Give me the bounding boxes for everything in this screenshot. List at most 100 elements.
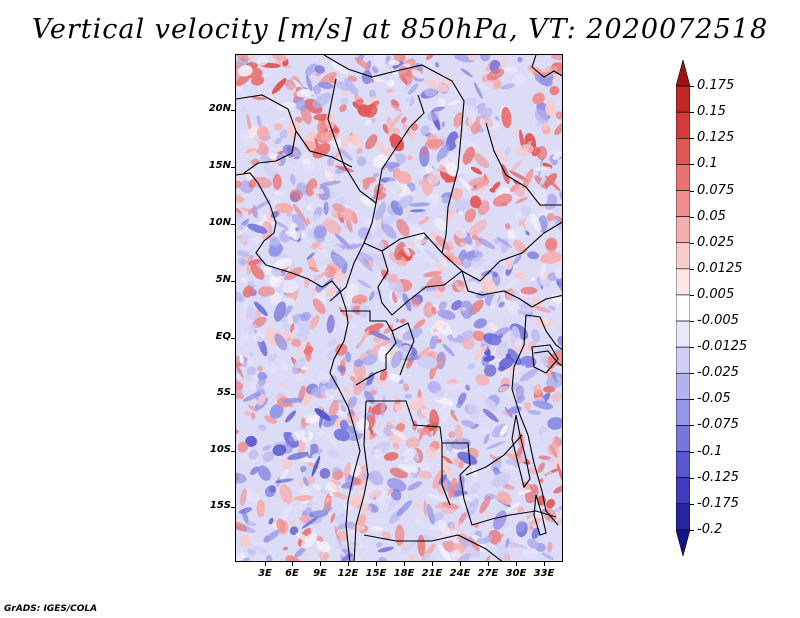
velocity-cell <box>510 365 526 377</box>
velocity-cell <box>375 542 383 548</box>
velocity-cell <box>448 477 458 499</box>
lon-label-18e: 18E <box>393 568 415 579</box>
velocity-cell <box>503 523 509 529</box>
velocity-cell <box>510 538 531 551</box>
velocity-cell <box>370 342 386 357</box>
velocity-cell <box>312 84 321 95</box>
velocity-cell <box>237 250 250 257</box>
velocity-cell <box>330 512 336 524</box>
velocity-cell <box>378 557 388 561</box>
velocity-cell <box>377 241 385 255</box>
velocity-cell <box>335 547 346 557</box>
velocity-cell <box>295 227 299 232</box>
velocity-cell <box>437 519 450 535</box>
velocity-cell <box>519 355 537 368</box>
velocity-cell <box>358 251 374 262</box>
velocity-cell <box>403 383 410 392</box>
velocity-cell <box>299 465 307 473</box>
border-15 <box>525 314 562 351</box>
velocity-cell <box>438 474 447 485</box>
velocity-cell <box>238 507 252 514</box>
velocity-cell <box>508 170 529 182</box>
velocity-cell <box>531 328 540 343</box>
lon-label-6e: 6E <box>285 568 299 579</box>
velocity-cell <box>275 202 294 214</box>
lat-label-10s: 10S <box>209 444 231 455</box>
velocity-cell <box>236 194 245 203</box>
velocity-cell <box>404 393 413 399</box>
velocity-cell <box>318 429 325 437</box>
lon-label-12e: 12E <box>337 568 359 579</box>
velocity-cell <box>236 359 244 379</box>
velocity-cell <box>282 397 303 404</box>
velocity-cell <box>300 89 310 97</box>
velocity-cell <box>541 122 549 131</box>
velocity-cell <box>401 116 407 124</box>
velocity-cell <box>442 538 455 553</box>
velocity-cell <box>280 361 288 371</box>
velocity-cell <box>237 257 247 267</box>
velocity-cell <box>311 241 321 250</box>
velocity-cell <box>394 403 403 412</box>
velocity-cell <box>269 292 282 305</box>
velocity-cell <box>513 225 527 239</box>
border-12 <box>353 400 369 561</box>
velocity-cell <box>314 408 331 421</box>
velocity-cell <box>370 76 388 83</box>
velocity-cell <box>327 337 337 348</box>
velocity-cell <box>301 516 319 529</box>
velocity-cell <box>389 112 403 129</box>
velocity-cell <box>503 501 521 514</box>
velocity-cell <box>325 497 330 503</box>
velocity-cell <box>448 431 456 439</box>
velocity-cell <box>362 176 377 184</box>
velocity-cell <box>236 55 250 63</box>
velocity-cell <box>498 386 511 392</box>
map-title: Vertical velocity [m/s] at 850hPa, VT: 2… <box>31 14 769 45</box>
velocity-cell <box>368 89 377 99</box>
velocity-cell <box>428 80 449 93</box>
lake-tanganyika <box>511 414 531 489</box>
velocity-cell <box>236 521 248 532</box>
velocity-cell <box>534 74 553 87</box>
velocity-cell <box>311 455 321 477</box>
velocity-cell <box>551 391 562 403</box>
velocity-cell <box>345 476 354 491</box>
velocity-cell <box>523 436 532 448</box>
velocity-cell <box>382 123 390 134</box>
colorbar-label: -0.1 <box>697 443 723 459</box>
lon-tick <box>488 562 489 566</box>
colorbar-label: 0.005 <box>697 286 735 302</box>
velocity-cell <box>489 454 500 463</box>
velocity-cell <box>357 256 374 272</box>
velocity-cell <box>236 224 249 233</box>
velocity-cell <box>251 96 267 100</box>
velocity-cell <box>390 104 402 112</box>
velocity-cell <box>493 193 513 207</box>
velocity-cell <box>417 356 438 369</box>
velocity-cell <box>441 196 450 204</box>
velocity-cell <box>309 510 328 518</box>
velocity-cell <box>347 75 357 82</box>
velocity-cell <box>437 280 446 293</box>
velocity-cell <box>553 485 562 494</box>
velocity-cell <box>290 262 295 272</box>
velocity-cell <box>312 92 332 109</box>
velocity-cell <box>386 115 394 137</box>
velocity-cell <box>237 441 249 453</box>
velocity-cell <box>246 366 257 376</box>
velocity-cell <box>453 279 462 293</box>
velocity-cell <box>425 165 433 175</box>
velocity-cell <box>248 126 258 139</box>
velocity-cell <box>253 545 268 554</box>
velocity-cell <box>333 246 343 254</box>
colorbar-tick <box>690 112 694 114</box>
velocity-cell <box>285 297 296 307</box>
velocity-cell <box>369 100 380 109</box>
velocity-cell <box>258 424 267 431</box>
velocity-cell <box>325 111 336 131</box>
velocity-cell <box>465 498 479 518</box>
velocity-cell <box>279 280 299 294</box>
velocity-cell <box>357 279 372 289</box>
velocity-cell <box>462 139 482 151</box>
